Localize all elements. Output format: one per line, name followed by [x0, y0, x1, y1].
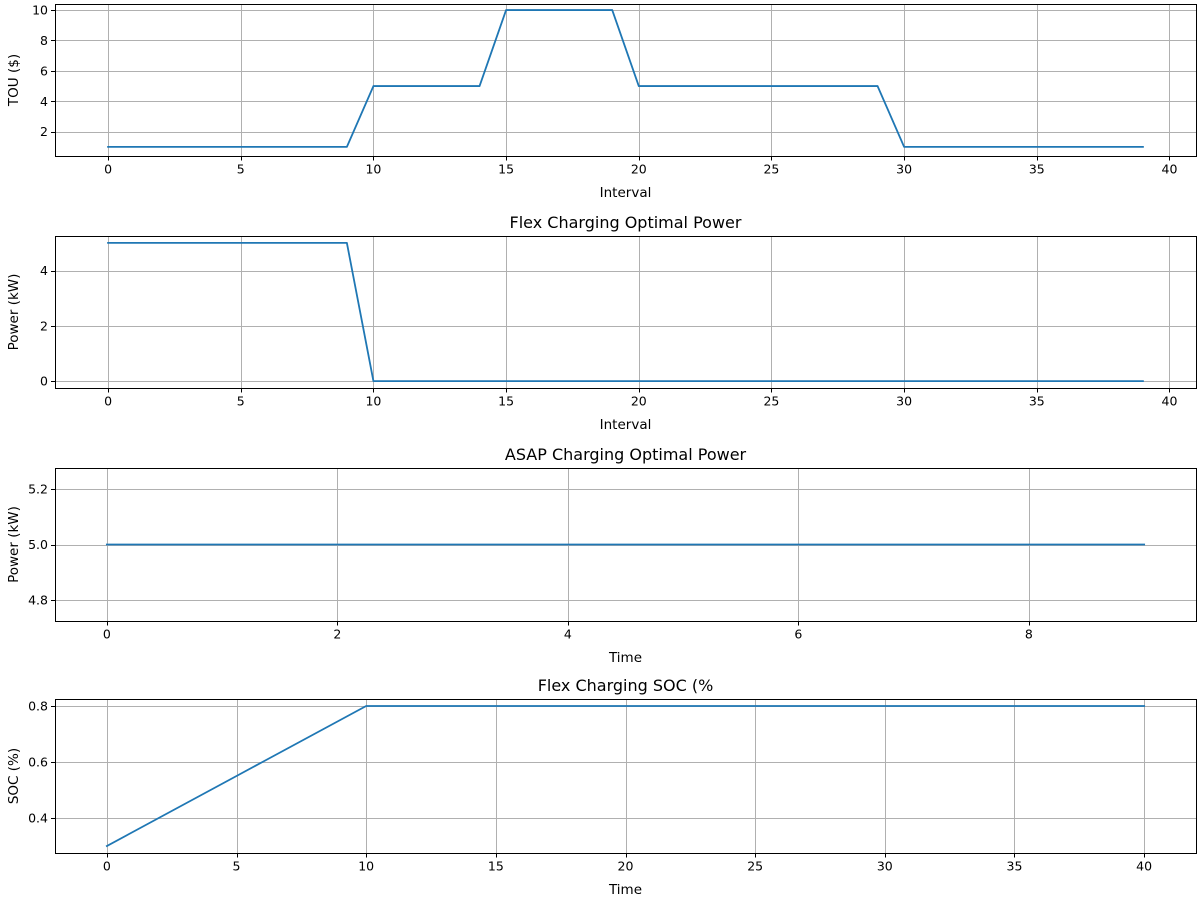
chart-3-y-tick-label: 4.8 — [28, 593, 48, 608]
chart-4-x-tick-label: 15 — [488, 859, 504, 874]
chart-4-x-tick-label: 0 — [103, 859, 111, 874]
chart-4-x-tick-label: 5 — [233, 859, 241, 874]
chart-4-x-tick-label: 10 — [358, 859, 374, 874]
chart-4-y-axis-label: SOC (%) — [6, 748, 22, 804]
chart-4-x-tick-label: 30 — [877, 859, 893, 874]
chart-3-x-tick-label: 0 — [103, 627, 111, 642]
chart-2-x-tick-label: 40 — [1162, 394, 1178, 409]
chart-2-y-tick-label: 0 — [40, 374, 48, 389]
chart-1: 0 5 10 15 20 25 30 35 40 2 4 6 8 10 Interval TOU ($) — [6, 3, 1197, 201]
chart-1-y-tick-label: 2 — [40, 124, 48, 139]
chart-1-y-tick-label: 8 — [40, 33, 48, 48]
chart-2-y-axis-label: Power (kW) — [6, 274, 22, 351]
chart-3-x-axis-label: Time — [608, 650, 642, 666]
chart-1-y-tick-label: 4 — [40, 94, 48, 109]
chart-3-x-tick-label: 6 — [794, 627, 802, 642]
chart-2-title: Flex Charging Optimal Power — [510, 213, 742, 232]
chart-2-x-axis-label: Interval — [600, 417, 652, 433]
chart-2-frame — [55, 236, 1197, 389]
chart-1-x-tick-label: 30 — [896, 162, 912, 177]
chart-2-series-line — [107, 242, 1144, 382]
chart-2-x-tick-label: 35 — [1029, 394, 1045, 409]
chart-4-x-axis-label: Time — [608, 882, 642, 898]
chart-2-x-tick-label: 15 — [498, 394, 514, 409]
chart-1-x-tick-label: 25 — [763, 162, 779, 177]
chart-4-y-tick-label: 0.8 — [28, 699, 48, 714]
chart-3-x-tick-label: 2 — [333, 627, 341, 642]
chart-4-series-line — [105, 705, 1146, 848]
chart-1-x-tick-label: 20 — [631, 162, 647, 177]
chart-3-title: ASAP Charging Optimal Power — [505, 445, 747, 464]
chart-3: 0 2 4 6 8 4.8 5.0 5.2 Time Power (kW) ASAP Chargin… — [6, 445, 1197, 666]
chart-1-x-tick-label: 10 — [365, 162, 381, 177]
chart-1-x-tick-label: 40 — [1162, 162, 1178, 177]
chart-3-x-tick-label: 4 — [564, 627, 572, 642]
chart-4-y-tick-label: 0.4 — [28, 811, 48, 826]
chart-4-y-tick-label: 0.6 — [28, 755, 48, 770]
chart-1-x-tick-label: 15 — [498, 162, 514, 177]
chart-1-y-tick-label: 10 — [32, 3, 48, 18]
chart-3-y-tick-label: 5.0 — [28, 537, 48, 552]
chart-2-x-tick-label: 20 — [631, 394, 647, 409]
chart-4-x-tick-label: 40 — [1136, 859, 1152, 874]
chart-2-y-tick-label: 4 — [40, 263, 48, 278]
chart-1-y-tick-label: 6 — [40, 63, 48, 78]
chart-3-y-tick-label: 5.2 — [28, 481, 48, 496]
chart-1-frame — [55, 4, 1197, 157]
chart-2-x-tick-label: 30 — [896, 394, 912, 409]
chart-4: 0 5 10 15 20 25 30 35 40 0.4 0.6 0.8 Time SOC (%) Flex… — [6, 676, 1197, 898]
chart-2-x-tick-label: 5 — [237, 394, 245, 409]
chart-4-x-tick-label: 35 — [1007, 859, 1023, 874]
chart-2-x-tick-label: 25 — [763, 394, 779, 409]
chart-2: 0 5 10 15 20 25 30 35 40 0 2 4 Interval Power (kW) Fle… — [6, 213, 1197, 433]
chart-1-x-axis-label: Interval — [600, 185, 652, 201]
chart-4-x-tick-label: 25 — [747, 859, 763, 874]
chart-2-y-tick-label: 2 — [40, 318, 48, 333]
chart-1-x-tick-label: 5 — [237, 162, 245, 177]
chart-1-x-tick-label: 0 — [104, 162, 112, 177]
chart-4-title: Flex Charging SOC (% — [538, 676, 714, 695]
chart-1-x-tick-label: 35 — [1029, 162, 1045, 177]
chart-2-x-tick-label: 10 — [365, 394, 381, 409]
chart-1-y-axis-label: TOU ($) — [6, 54, 22, 107]
chart-1-series-line — [107, 9, 1144, 148]
chart-3-y-axis-label: Power (kW) — [6, 506, 22, 583]
chart-3-x-tick-label: 8 — [1025, 627, 1033, 642]
chart-4-x-tick-label: 20 — [618, 859, 634, 874]
chart-2-x-tick-label: 0 — [104, 394, 112, 409]
